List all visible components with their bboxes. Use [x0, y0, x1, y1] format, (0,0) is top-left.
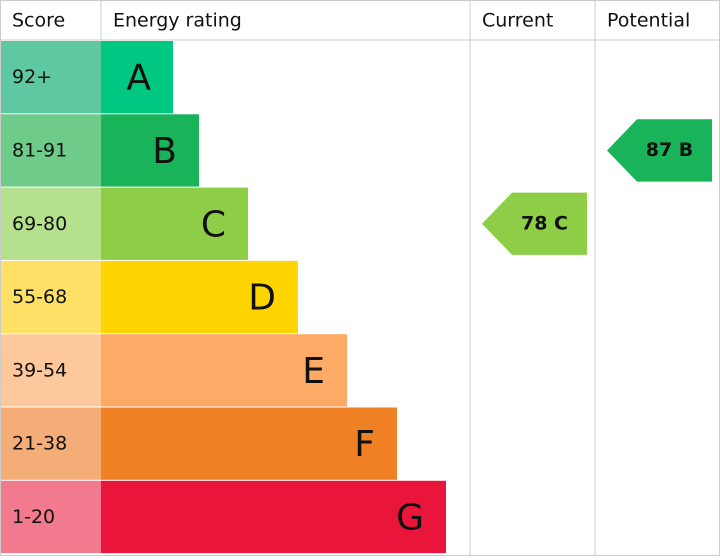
potential-arrow	[607, 119, 712, 182]
rating-bar	[101, 407, 397, 480]
score-label: 55-68	[12, 286, 67, 308]
band-letter: B	[152, 131, 177, 172]
rating-bar	[101, 187, 248, 260]
band-letter: E	[302, 351, 325, 392]
potential-label: 87 B	[646, 139, 694, 161]
header-current: Current	[482, 10, 553, 32]
rating-bar	[101, 480, 446, 554]
header-rating: Energy rating	[113, 10, 242, 32]
score-cell	[1, 260, 101, 334]
rating-bar	[101, 334, 347, 407]
score-cell	[1, 334, 101, 407]
band-letter: G	[396, 497, 424, 538]
rating-bar	[101, 114, 199, 187]
score-label: 81-91	[12, 139, 67, 161]
band-letter: A	[126, 58, 151, 99]
score-cell	[1, 114, 101, 187]
band-letter: F	[354, 424, 375, 465]
score-label: 1-20	[12, 506, 55, 528]
current-label: 78 C	[521, 212, 568, 234]
score-label: 92+	[12, 66, 52, 88]
score-label: 21-38	[12, 433, 67, 455]
rating-bar	[101, 41, 173, 114]
score-cell	[1, 187, 101, 260]
score-cell	[1, 407, 101, 480]
score-label: 69-80	[12, 213, 67, 235]
score-cell	[1, 41, 101, 114]
band-letter: C	[201, 204, 226, 245]
score-cell	[1, 480, 101, 554]
rating-bar	[101, 260, 298, 334]
header-potential: Potential	[607, 10, 690, 32]
score-label: 39-54	[12, 359, 67, 381]
band-letter: D	[248, 278, 276, 319]
current-arrow	[482, 192, 587, 255]
header-score: Score	[12, 10, 65, 32]
